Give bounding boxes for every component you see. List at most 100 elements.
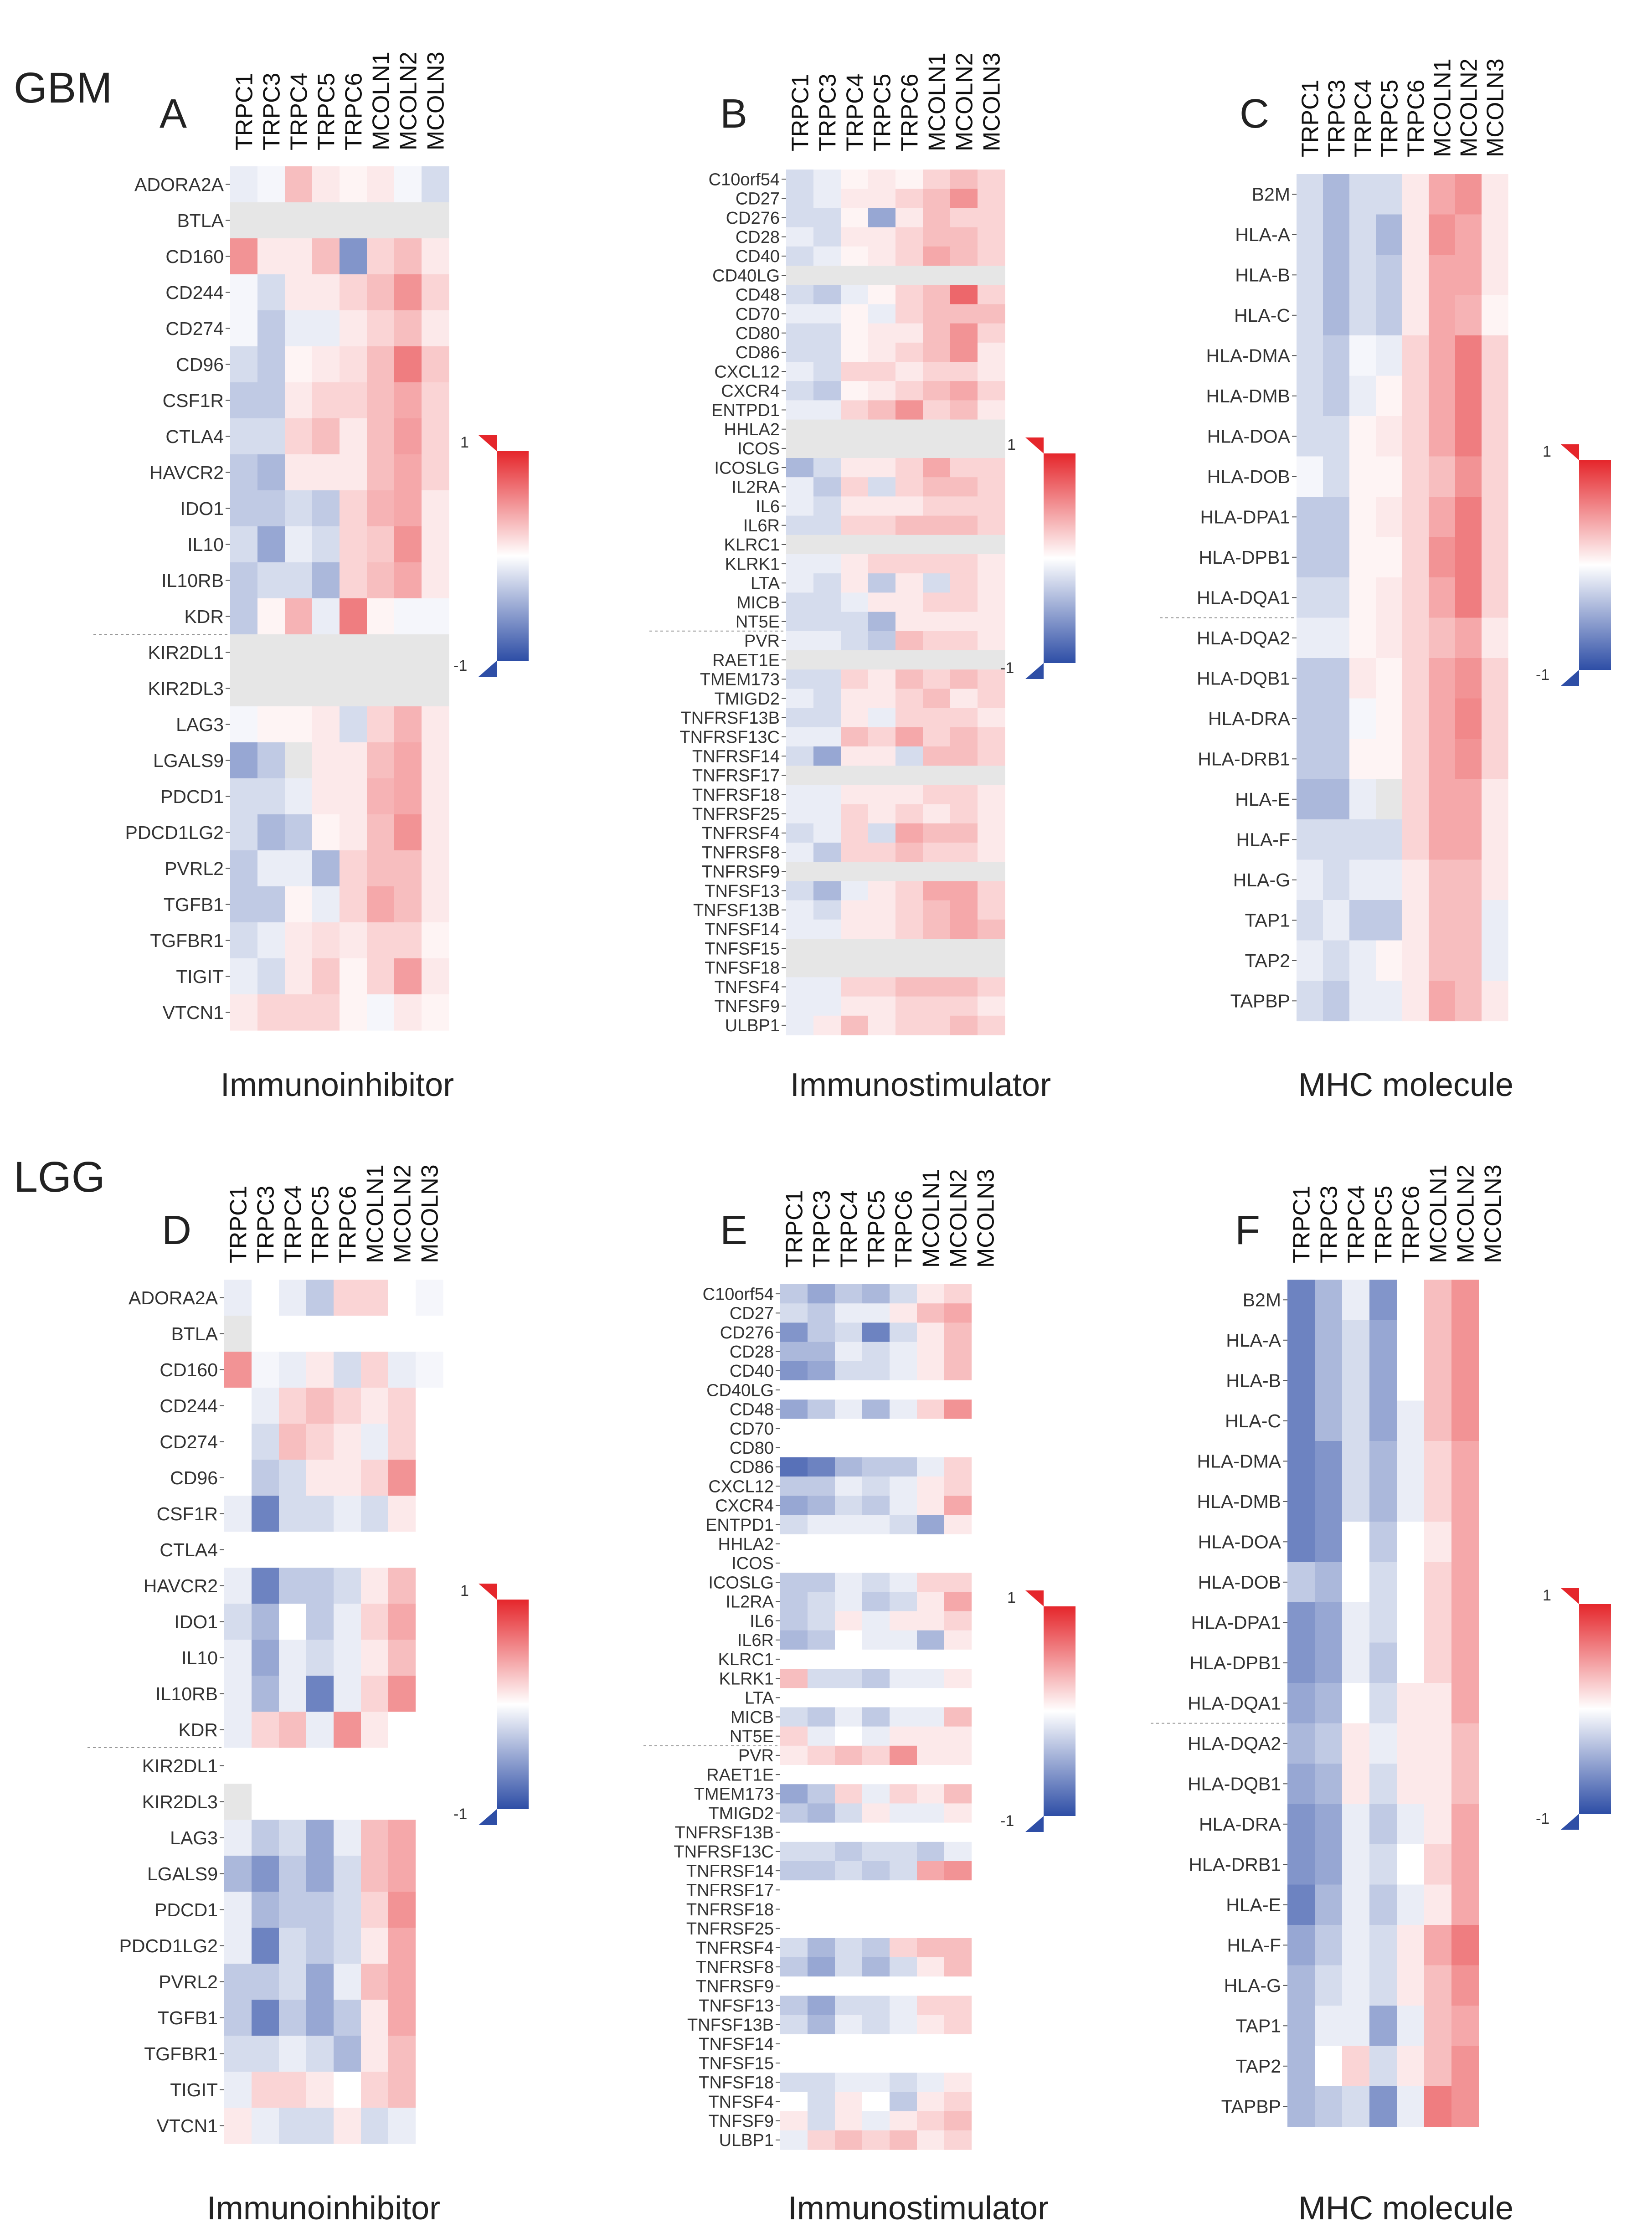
heatmap-cell: [895, 438, 923, 458]
heatmap-cell: [868, 573, 896, 593]
heatmap-cell: [868, 958, 896, 978]
heatmap-cell: [923, 419, 951, 439]
heatmap-cell: [862, 1573, 890, 1592]
heatmap-cell: [862, 1457, 890, 1477]
heatmap-cell: [230, 922, 258, 959]
heatmap-cell: [1429, 497, 1456, 538]
heatmap-cell: [895, 785, 923, 805]
heatmap-cell: [1482, 376, 1508, 417]
heatmap-cell: [890, 1957, 917, 1977]
heatmap-cell: [841, 246, 869, 266]
heatmap-cell: [252, 1388, 279, 1424]
heatmap-cell: [1315, 1522, 1343, 1563]
heatmap-cell: [334, 1532, 361, 1568]
heatmap-cell: [978, 631, 1005, 651]
heatmap-cell: [361, 1604, 389, 1640]
heatmap-cell: [1402, 819, 1429, 860]
heatmap-cell: [862, 1553, 890, 1573]
heatmap-cell: [1376, 214, 1403, 255]
heatmap-cell: [808, 1726, 835, 1746]
heatmap-cell: [890, 1669, 917, 1688]
row-label: TNFSF14: [699, 2035, 774, 2054]
heatmap-cell: [1315, 1602, 1343, 1643]
heatmap-cell: [978, 592, 1005, 612]
heatmap-cell: [257, 418, 285, 455]
heatmap-cell: [361, 1748, 389, 1784]
heatmap-cell: [950, 304, 978, 324]
heatmap-cell: [1455, 859, 1482, 900]
color-legend: 1 -1: [1000, 1589, 1076, 1832]
heatmap-cell: [279, 1424, 307, 1460]
row-label: TAPBP: [1230, 991, 1290, 1012]
column-label: MCOLN2: [396, 51, 422, 150]
panel-letter: D: [162, 1208, 191, 1253]
heatmap-cell: [416, 2108, 443, 2144]
heatmap-cell: [1429, 779, 1456, 820]
heatmap-cell: [895, 189, 923, 208]
heatmap-cell: [813, 900, 841, 920]
heatmap-cell: [416, 2072, 443, 2108]
panel-letter: F: [1235, 1208, 1260, 1253]
heatmap-cell: [1479, 1562, 1507, 1603]
heatmap-cell: [813, 996, 841, 1016]
heatmap-cell: [808, 1592, 835, 1611]
heatmap-cell: [1323, 456, 1350, 497]
heatmap-cell: [340, 490, 367, 527]
row-label: CD274: [165, 318, 224, 339]
heatmap-cell: [1479, 1602, 1507, 1643]
heatmap-cell: [786, 362, 814, 381]
heatmap-cell: [416, 1856, 443, 1892]
heatmap-cell: [835, 1361, 863, 1381]
column-label: MCOLN1: [924, 52, 951, 151]
row-label: TNFSF13B: [687, 2016, 774, 2035]
heatmap-cell: [1455, 981, 1482, 1022]
heatmap-cell: [1315, 2086, 1343, 2127]
heatmap-cell: [950, 323, 978, 343]
color-legend: 1 -1: [1536, 1587, 1611, 1830]
heatmap-cell: [808, 1438, 835, 1458]
heatmap-cell: [841, 631, 869, 651]
heatmap-cell: [1397, 1804, 1425, 1845]
heatmap-cell: [279, 1928, 307, 1964]
heatmap-cell: [1287, 1602, 1315, 1643]
heatmap-cell: [917, 1630, 945, 1650]
heatmap-cell: [950, 727, 978, 747]
row-label: RAET1E: [706, 1765, 774, 1785]
heatmap-cell: [257, 598, 285, 635]
heatmap-cell: [306, 1280, 334, 1316]
row-label: CD96: [170, 1467, 218, 1488]
heatmap-cell: [868, 496, 896, 516]
heatmap-cell: [1402, 940, 1429, 981]
heatmap-cell: [780, 1957, 808, 1977]
heatmap-cell: [841, 362, 869, 381]
heatmap-cell: [367, 166, 395, 203]
row-label: HLA-DQA1: [1188, 1693, 1281, 1714]
heatmap-cell: [944, 1515, 972, 1535]
heatmap-cell: [334, 1712, 361, 1748]
heatmap-cell: [868, 727, 896, 747]
heatmap-cell: [285, 994, 313, 1031]
heatmap-cell: [1482, 335, 1508, 376]
heatmap-cell: [780, 2073, 808, 2092]
row-label: PVRL2: [165, 858, 224, 879]
heatmap-cell: [868, 939, 896, 958]
heatmap-cell: [835, 1842, 863, 1862]
row-label: TNFRSF25: [686, 1919, 774, 1939]
heatmap-cell: [813, 766, 841, 785]
legend-min-marker: [1025, 663, 1044, 679]
heatmap-cell: [285, 238, 313, 275]
heatmap-cell: [224, 2072, 252, 2108]
heatmap-cell: [361, 2072, 389, 2108]
heatmap-cell: [978, 515, 1005, 535]
heatmap-cell: [780, 1573, 808, 1592]
heatmap-cell: [1455, 617, 1482, 659]
heatmap-cell: [422, 994, 449, 1031]
heatmap-cell: [890, 1726, 917, 1746]
heatmap-cell: [252, 1496, 279, 1532]
heatmap-cell: [972, 1477, 999, 1496]
heatmap-cell: [808, 1707, 835, 1727]
heatmap-cell: [780, 1630, 808, 1650]
heatmap-cell: [890, 1861, 917, 1881]
heatmap-cell: [786, 1015, 814, 1035]
heatmap-cell: [978, 996, 1005, 1016]
